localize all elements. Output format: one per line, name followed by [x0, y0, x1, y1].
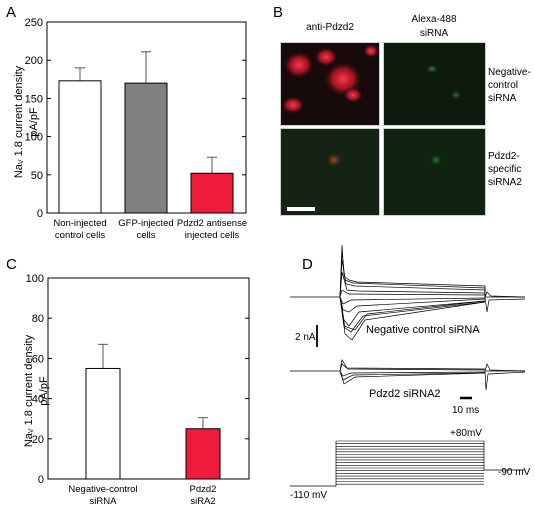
- row1-label: Negative- control siRNA: [488, 67, 531, 104]
- panel-c-label: C: [6, 256, 17, 273]
- y-tick-label: 0: [37, 208, 43, 220]
- micrograph-anti-pdzd2-negative: [280, 42, 380, 126]
- row2-label: Pdzd2- specific siRNA2: [488, 151, 522, 188]
- voltage-top-label: +80mV: [450, 428, 482, 439]
- x-tick-label: GFP-injected: [118, 218, 173, 229]
- y-tick-label: 100: [26, 273, 44, 285]
- negative-control-traces: [290, 244, 526, 341]
- trace2-label: Pdzd2 siRNA2: [369, 388, 441, 400]
- panel-b-label: B: [273, 4, 284, 21]
- current-scale-label: 2 nA: [295, 332, 316, 343]
- y-tick-label: 200: [25, 55, 43, 67]
- col1-title: anti-Pdzd2: [306, 22, 354, 33]
- bar: [185, 428, 221, 480]
- plot-frame: [47, 277, 250, 480]
- col2-title: Alexa-488 siRNA: [411, 14, 457, 39]
- panel-a-label: A: [6, 4, 17, 21]
- x-tick-label: Negative-control: [68, 484, 137, 495]
- bar: [190, 172, 234, 214]
- x-tick-label: cells: [136, 230, 155, 241]
- x-tick-label: siRNA: [90, 496, 118, 507]
- y-tick-label: 60: [32, 353, 44, 365]
- micrograph-alexa-pdzd2: [383, 128, 486, 216]
- x-tick-label: control cells: [55, 230, 105, 241]
- y-tick-label: 150: [25, 93, 43, 105]
- scale-bar-micrograph: [287, 207, 315, 211]
- x-tick-label: Pdzd2: [190, 484, 217, 495]
- y-tick-label: 40: [32, 394, 44, 406]
- y-tick-label: 50: [31, 170, 43, 182]
- y-tick-label: 0: [38, 474, 44, 486]
- x-tick-label: injected cells: [185, 230, 240, 241]
- voltage-end-label: -90 mV: [498, 467, 531, 478]
- pdzd2-sirna2-traces: [290, 359, 526, 391]
- x-tick-label: siRA2: [190, 496, 215, 507]
- time-scale-label: 10 ms: [452, 405, 480, 416]
- trace1-label: Negative control siRNA: [366, 324, 480, 336]
- x-tick-label: Non-injected: [53, 218, 106, 229]
- y-tick-label: 250: [25, 17, 43, 29]
- y-tick-label: 80: [32, 313, 44, 325]
- bar: [124, 82, 168, 214]
- voltage-hold-label: -110 mV: [290, 490, 328, 501]
- bar: [58, 80, 102, 214]
- panel-d-label: D: [302, 256, 313, 273]
- patch-clamp-traces: [290, 244, 526, 487]
- y-tick-label: 20: [32, 434, 44, 446]
- micrograph-anti-pdzd2-pdzd2: [280, 128, 380, 216]
- y-tick-label: 100: [25, 132, 43, 144]
- bar: [85, 367, 121, 480]
- micrograph-alexa-negative: [383, 42, 486, 126]
- x-tick-label: Pdzd2 antisense: [177, 218, 247, 229]
- voltage-protocol: [290, 440, 525, 487]
